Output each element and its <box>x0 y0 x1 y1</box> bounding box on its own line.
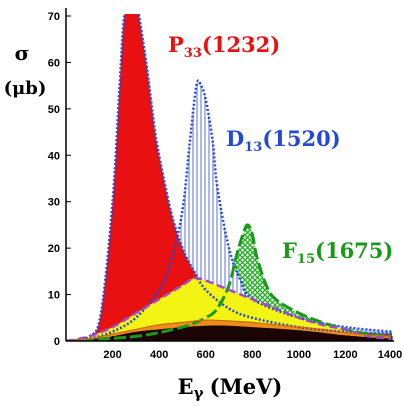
y-axis-title-unit: (μb) <box>4 78 47 99</box>
d13-label-sub: 13 <box>244 140 262 155</box>
x-tick-label-1400: 1400 <box>378 349 402 361</box>
p33-line <box>66 14 393 341</box>
y-tick-label-20: 20 <box>48 243 60 255</box>
d13-label-mass: (1520) <box>262 126 340 151</box>
f15-line <box>66 223 393 341</box>
y-tick-label-10: 10 <box>48 290 60 302</box>
curves-layer <box>66 14 393 341</box>
dark-area <box>66 325 392 341</box>
f15-label-mass: (1675) <box>315 238 393 263</box>
f15-label: F15(1675) <box>282 238 393 267</box>
p33-label: P33(1232) <box>168 32 280 61</box>
y-tick-label-40: 40 <box>48 150 60 162</box>
yellow-line <box>66 276 393 341</box>
f15-label-sub: 15 <box>297 252 315 267</box>
y-tick-label-70: 70 <box>48 11 60 23</box>
x-axis-title-unit: (MeV) <box>210 374 283 399</box>
y-axis-title-symbol: σ <box>15 41 30 65</box>
x-tick-label-1200: 1200 <box>333 349 357 361</box>
x-tick-label-1000: 1000 <box>287 349 311 361</box>
x-axis-title-main: E <box>178 374 194 399</box>
ticks-layer: 0 10 20 30 40 50 60 70 200 400 600 800 1000 1200 1400 <box>48 11 402 361</box>
p33-area <box>66 14 392 341</box>
x-axis-title: Eγ (MeV) <box>178 374 283 402</box>
f15-label-main: F <box>282 238 297 263</box>
x-tick-label-800: 800 <box>243 349 261 361</box>
d13-label-main: D <box>226 126 244 151</box>
p33-label-main: P <box>168 32 184 57</box>
p33-label-mass: (1232) <box>202 32 280 57</box>
x-tick-label-200: 200 <box>103 349 121 361</box>
y-tick-label-0: 0 <box>54 336 60 348</box>
x-axis-title-greek: γ <box>194 384 204 402</box>
orange-line <box>66 319 393 341</box>
x-tick-label-600: 600 <box>197 349 215 361</box>
x-tick-label-400: 400 <box>150 349 168 361</box>
y-tick-label-60: 60 <box>48 57 60 69</box>
p33-label-sub: 33 <box>184 46 202 61</box>
d13-label: D13(1520) <box>226 126 341 155</box>
y-tick-label-50: 50 <box>48 104 60 116</box>
y-tick-label-30: 30 <box>48 197 60 209</box>
